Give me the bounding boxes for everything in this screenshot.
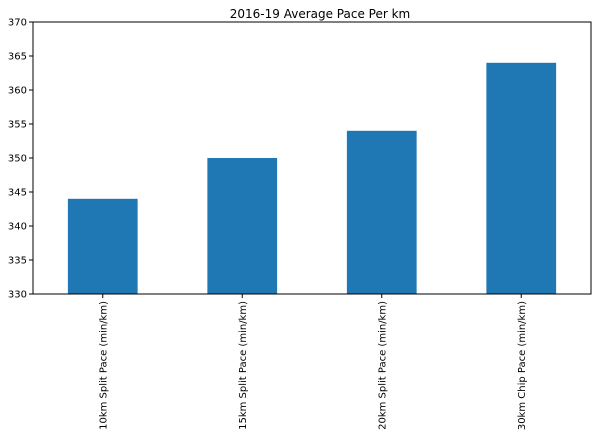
x-tick-label-1: 10km Split Pace (min/km) — [98, 301, 109, 430]
y-tick-label-2: 335 — [8, 256, 27, 267]
bar-4 — [486, 62, 557, 294]
y-axis: 330 335 340 345 350 355 360 365 370 — [8, 18, 33, 301]
y-tick-label-1: 330 — [8, 290, 27, 301]
bars-group — [67, 62, 557, 294]
y-tick-label-9: 370 — [8, 18, 27, 29]
plot-frame — [32, 21, 592, 295]
y-tick-label-7: 360 — [8, 86, 27, 97]
y-tick-label-4: 345 — [8, 188, 27, 199]
chart-title: 2016-19 Average Pace Per km — [230, 7, 410, 21]
y-tick-label-5: 350 — [8, 154, 27, 165]
y-tick-label-6: 355 — [8, 120, 27, 131]
y-tick-label-8: 365 — [8, 52, 27, 63]
y-tick-label-3: 340 — [8, 222, 27, 233]
x-tick-label-2: 15km Split Pace (min/km) — [238, 301, 249, 430]
bar-2 — [207, 158, 278, 294]
x-tick-label-4: 30km Chip Pace (min/km) — [517, 301, 528, 430]
bar-1 — [67, 198, 138, 294]
x-tick-label-3: 20km Split Pace (min/km) — [377, 301, 388, 430]
x-axis: 10km Split Pace (min/km) 15km Split Pace … — [98, 294, 528, 430]
bar-3 — [346, 130, 417, 294]
